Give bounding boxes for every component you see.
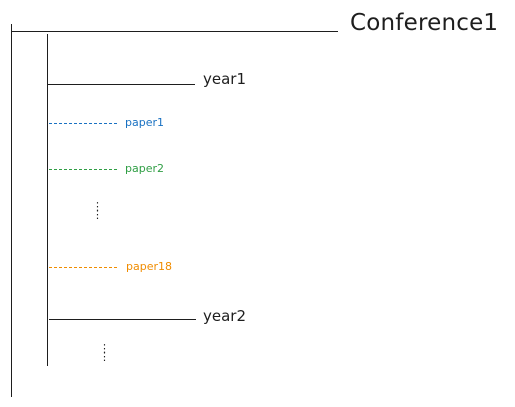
papers-ellipsis: ⋮ ⋮ — [92, 200, 103, 221]
paper2-label: paper2 — [125, 162, 164, 175]
inner-vertical-line — [47, 34, 48, 366]
year1-connector-line — [48, 84, 195, 85]
root-connector-line — [12, 31, 338, 32]
paper2-connector-line — [49, 169, 117, 170]
outer-vertical-line — [11, 24, 12, 397]
paper1-label: paper1 — [125, 116, 164, 129]
years-ellipsis: ⋮ ⋮ — [99, 342, 110, 363]
ellipsis-mark: ⋮ — [92, 200, 103, 213]
year2-connector-line — [49, 319, 196, 320]
paper1-connector-line — [49, 123, 117, 124]
ellipsis-mark: ⋮ — [99, 342, 110, 355]
ellipsis-mark: ⋮ — [99, 350, 110, 363]
year2-label: year2 — [203, 307, 247, 325]
conference-label: Conference1 — [350, 10, 499, 36]
ellipsis-mark: ⋮ — [92, 208, 103, 221]
paper18-connector-line — [49, 267, 117, 268]
paper18-label: paper18 — [126, 260, 172, 273]
year1-label: year1 — [203, 70, 247, 88]
